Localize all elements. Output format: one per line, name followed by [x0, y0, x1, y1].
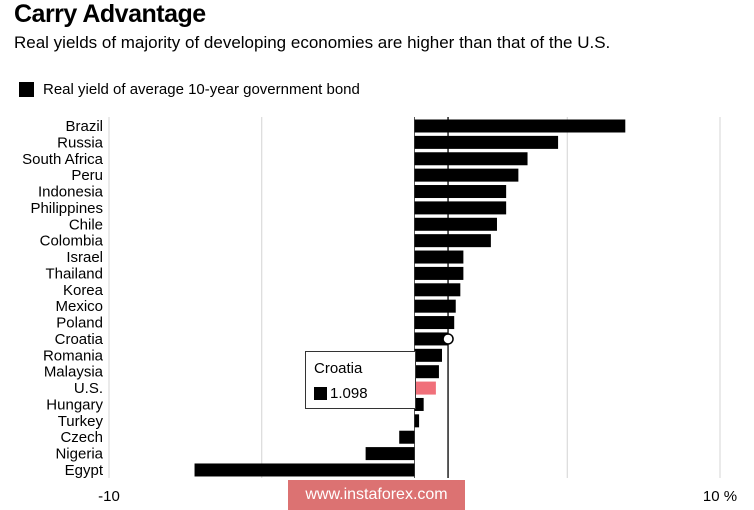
- tooltip-country: Croatia: [314, 360, 363, 377]
- bar-indonesia: [414, 185, 507, 199]
- bar-korea: [414, 283, 461, 297]
- category-label: Indonesia: [38, 184, 104, 201]
- category-label: Romania: [43, 347, 104, 364]
- category-label: Croatia: [55, 331, 104, 348]
- bar-croatia: [414, 332, 449, 346]
- category-label: Brazil: [65, 118, 103, 135]
- category-label: Thailand: [45, 265, 103, 282]
- bar-hungary: [414, 397, 424, 411]
- bar-peru: [414, 168, 519, 182]
- category-label: Hungary: [46, 396, 103, 413]
- bar-chile: [414, 217, 497, 231]
- bar-philippines: [414, 201, 507, 215]
- category-label: Peru: [71, 167, 103, 184]
- bar-thailand: [414, 266, 464, 280]
- x-tick-label: 10 %: [703, 488, 737, 505]
- legend-label: Real yield of average 10-year government…: [43, 81, 360, 98]
- category-label: Czech: [60, 429, 103, 446]
- category-label: South Africa: [22, 151, 104, 168]
- bar-brazil: [414, 119, 626, 133]
- bar-russia: [414, 135, 559, 149]
- bar-south-africa: [414, 152, 528, 166]
- tooltip-value: 1.098: [330, 385, 368, 402]
- chart-subtitle: Real yields of majority of developing ec…: [14, 33, 611, 52]
- category-label: U.S.: [74, 380, 103, 397]
- bar-turkey: [414, 414, 420, 428]
- bar-israel: [414, 250, 464, 264]
- bar-colombia: [414, 234, 491, 248]
- chart-legend: Real yield of average 10-year government…: [19, 81, 360, 98]
- bar-mexico: [414, 299, 456, 313]
- tooltip-value-row: 1.098: [314, 385, 368, 402]
- category-label: Poland: [56, 315, 103, 332]
- category-label: Mexico: [55, 298, 103, 315]
- bar-czech: [399, 430, 415, 444]
- category-label: Colombia: [40, 233, 104, 250]
- bar-poland: [414, 316, 455, 330]
- data-marker: [442, 333, 454, 345]
- bar-romania: [414, 348, 442, 362]
- watermark-banner[interactable]: www.instaforex.com: [288, 480, 465, 510]
- category-label: Korea: [63, 282, 104, 299]
- category-label: Turkey: [58, 413, 104, 430]
- legend-swatch: [19, 82, 34, 97]
- category-label: Egypt: [65, 462, 104, 479]
- bar-u-s-: [414, 381, 436, 395]
- x-tick-label: -10: [98, 488, 120, 505]
- data-tooltip: Croatia 1.098: [305, 351, 416, 409]
- category-label: Philippines: [30, 200, 103, 217]
- chart-title: Carry Advantage: [14, 0, 206, 28]
- bar-egypt: [194, 463, 415, 477]
- tooltip-swatch: [314, 387, 327, 400]
- category-label: Malaysia: [44, 364, 104, 381]
- bar-malaysia: [414, 365, 439, 379]
- category-label: Israel: [66, 249, 103, 266]
- category-label: Chile: [69, 216, 103, 233]
- category-label: Nigeria: [55, 446, 103, 463]
- category-label: Russia: [57, 134, 104, 151]
- bar-nigeria: [365, 447, 415, 461]
